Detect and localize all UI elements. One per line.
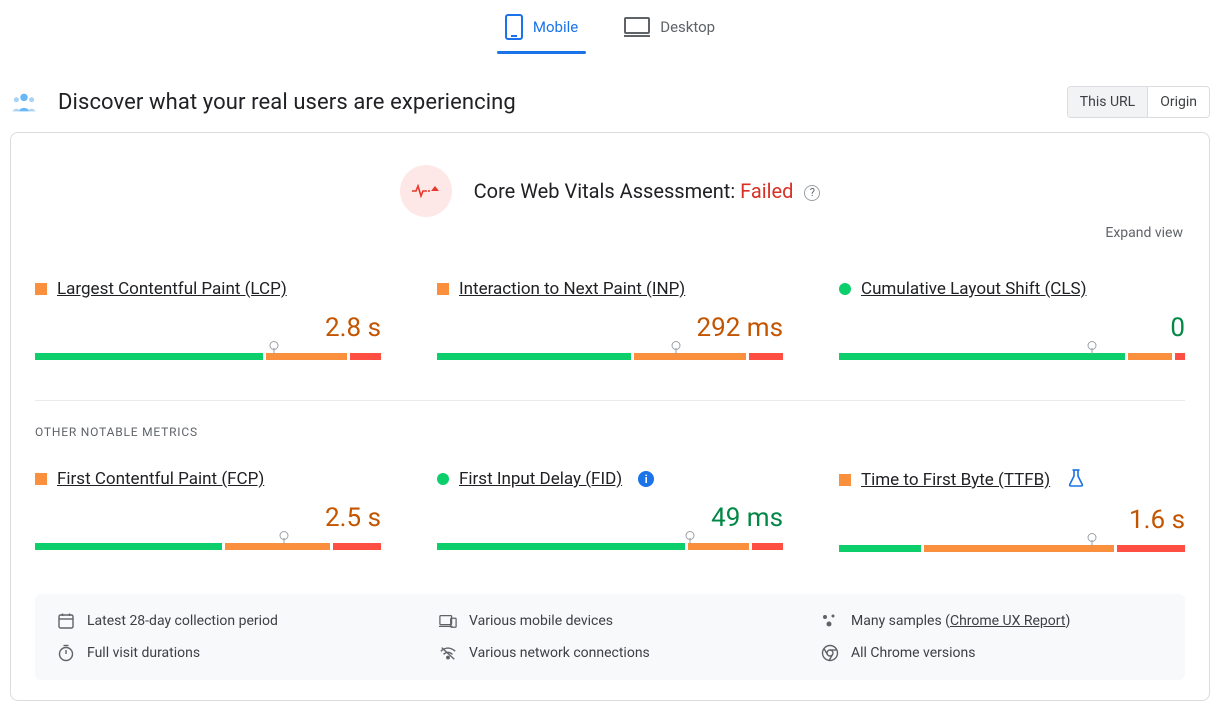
metric-bar-fcp (35, 531, 381, 550)
footer-chrome-text: All Chrome versions (851, 645, 975, 661)
assessment-row: Core Web Vitals Assessment: Failed ? (35, 165, 1185, 217)
metric-name-lcp[interactable]: Largest Contentful Paint (LCP) (57, 279, 287, 299)
footer-devices: Various mobile devices (439, 612, 781, 630)
footer-samples: Many samples (Chrome UX Report) (821, 612, 1163, 630)
metric-inp: Interaction to Next Paint (INP) 292 ms (437, 279, 783, 360)
metric-value-fid: 49 ms (437, 503, 783, 533)
metric-fid: First Input Delay (FID) i 49 ms (437, 469, 783, 552)
pulse-icon (400, 165, 452, 217)
tab-desktop-label: Desktop (660, 18, 715, 36)
metric-value-fcp: 2.5 s (35, 503, 381, 533)
flask-icon[interactable] (1068, 469, 1084, 491)
crux-report-link[interactable]: Chrome UX Report (950, 613, 1065, 629)
users-icon (10, 88, 38, 116)
metric-value-cls: 0 (839, 313, 1185, 343)
metric-bar-inp (437, 341, 783, 360)
footer-durations: Full visit durations (57, 644, 399, 662)
metric-bar-lcp (35, 341, 381, 360)
footer-collection: Latest 28-day collection period (57, 612, 399, 630)
footer-devices-text: Various mobile devices (469, 613, 613, 629)
footer-durations-text: Full visit durations (87, 645, 200, 661)
other-metrics-grid: First Contentful Paint (FCP) 2.5 s First… (35, 469, 1185, 552)
page-title: Discover what your real users are experi… (58, 90, 1067, 115)
status-chip-orange (437, 283, 449, 295)
divider (35, 400, 1185, 401)
scope-toggle: This URL Origin (1067, 86, 1210, 118)
metric-name-fid[interactable]: First Input Delay (FID) (459, 469, 622, 489)
assessment-label: Core Web Vitals Assessment: (474, 179, 736, 203)
mobile-icon (505, 14, 523, 40)
info-icon[interactable]: i (638, 471, 654, 487)
metric-bar-fid (437, 531, 783, 550)
metric-value-inp: 292 ms (437, 313, 783, 343)
metric-lcp: Largest Contentful Paint (LCP) 2.8 s (35, 279, 381, 360)
desktop-icon (624, 17, 650, 37)
wifi-icon (439, 645, 457, 661)
footer-network: Various network connections (439, 644, 781, 662)
devices-icon (439, 613, 457, 629)
scatter-icon (821, 612, 839, 630)
status-chip-orange (35, 283, 47, 295)
footer-network-text: Various network connections (469, 645, 650, 661)
device-tabs: Mobile Desktop (0, 0, 1220, 54)
metric-cls: Cumulative Layout Shift (CLS) 0 (839, 279, 1185, 360)
tab-desktop[interactable]: Desktop (620, 2, 719, 54)
footer-samples-text: Many samples (Chrome UX Report) (851, 613, 1070, 629)
assessment-text: Core Web Vitals Assessment: Failed ? (474, 179, 821, 203)
toggle-this-url[interactable]: This URL (1068, 87, 1147, 117)
chrome-icon (821, 644, 839, 662)
stopwatch-icon (57, 644, 75, 662)
tab-mobile[interactable]: Mobile (501, 2, 582, 54)
metric-bar-ttfb (839, 533, 1185, 552)
metric-fcp: First Contentful Paint (FCP) 2.5 s (35, 469, 381, 552)
vitals-card: Core Web Vitals Assessment: Failed ? Exp… (10, 132, 1210, 701)
status-chip-orange (35, 473, 47, 485)
metric-name-inp[interactable]: Interaction to Next Paint (INP) (459, 279, 685, 299)
data-source-footer: Latest 28-day collection period Various … (35, 594, 1185, 680)
section-title-other: Other Notable Metrics (35, 425, 1185, 439)
metric-name-ttfb[interactable]: Time to First Byte (TTFB) (861, 470, 1050, 490)
status-chip-green (839, 283, 851, 295)
metric-value-ttfb: 1.6 s (839, 505, 1185, 535)
tab-mobile-label: Mobile (533, 18, 578, 36)
help-icon[interactable]: ? (804, 185, 820, 201)
core-metrics-grid: Largest Contentful Paint (LCP) 2.8 s Int… (35, 279, 1185, 360)
header-row: Discover what your real users are experi… (0, 86, 1220, 132)
status-chip-orange (839, 474, 851, 486)
metric-bar-cls (839, 341, 1185, 360)
metric-name-cls[interactable]: Cumulative Layout Shift (CLS) (861, 279, 1087, 299)
metric-name-fcp[interactable]: First Contentful Paint (FCP) (57, 469, 264, 489)
calendar-icon (57, 612, 75, 630)
footer-collection-text: Latest 28-day collection period (87, 613, 278, 629)
metric-ttfb: Time to First Byte (TTFB) 1.6 s (839, 469, 1185, 552)
assessment-status: Failed (740, 179, 793, 203)
footer-chrome: All Chrome versions (821, 644, 1163, 662)
metric-value-lcp: 2.8 s (35, 313, 381, 343)
toggle-origin[interactable]: Origin (1147, 87, 1209, 117)
status-chip-green (437, 473, 449, 485)
expand-view-link[interactable]: Expand view (35, 225, 1185, 241)
